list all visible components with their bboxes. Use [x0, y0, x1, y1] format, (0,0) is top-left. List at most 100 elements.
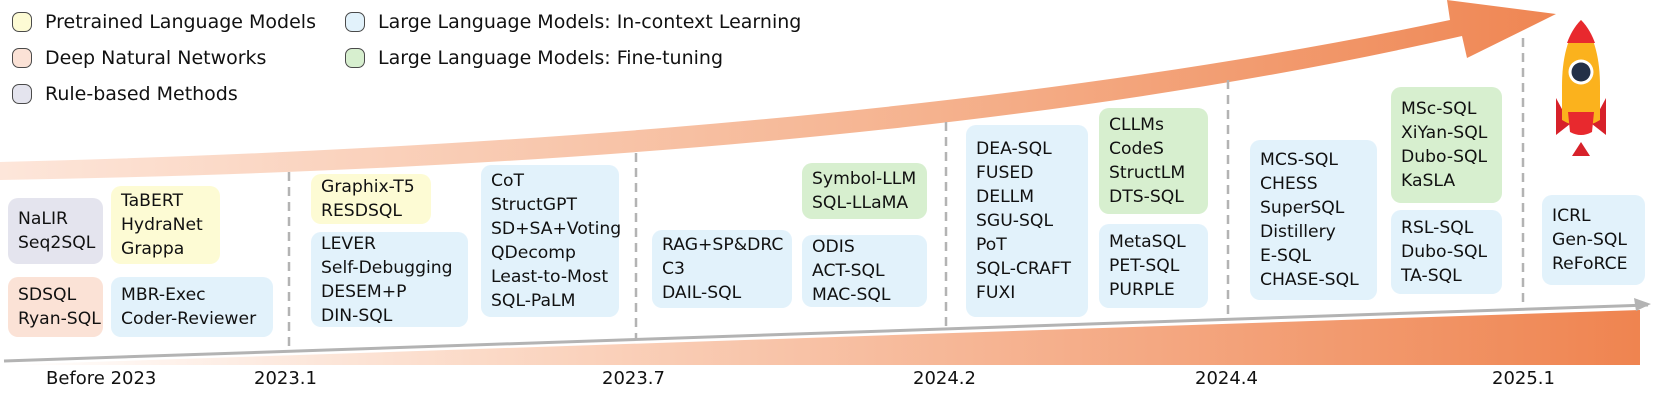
timeline-label: Before 2023	[46, 368, 157, 389]
legend-label: Pretrained Language Models	[45, 11, 316, 33]
method-name: TA-SQL	[1401, 266, 1462, 286]
legend-swatch	[345, 48, 365, 68]
method-name: DTS-SQL	[1109, 187, 1184, 207]
method-name: MetaSQL	[1109, 232, 1186, 252]
method-name: Seq2SQL	[18, 233, 96, 253]
growth-arrow	[0, 0, 1556, 180]
rocket-icon	[1556, 20, 1606, 156]
method-name: RSL-SQL	[1401, 218, 1474, 238]
legend-swatch	[12, 48, 32, 68]
method-group-finetuning-2: CLLMs CodeS StructLM DTS-SQL	[1099, 108, 1208, 214]
method-name: HydraNet	[121, 215, 203, 235]
method-name: ODIS	[812, 237, 855, 257]
method-name: Dubo-SQL	[1401, 147, 1488, 167]
method-group-finetuning-3: MSc-SQL XiYan-SQL Dubo-SQL KaSLA	[1391, 87, 1502, 203]
method-group-icl-1: MBR-Exec Coder-Reviewer	[111, 277, 273, 337]
method-name: QDecomp	[491, 243, 576, 263]
method-name: SQL-LLaMA	[812, 193, 909, 213]
method-name: FUXI	[976, 283, 1016, 303]
method-name: ACT-SQL	[812, 261, 885, 281]
timeline-label: 2025.1	[1492, 368, 1555, 389]
growth-wedge	[0, 310, 1640, 365]
legend-swatch	[345, 12, 365, 32]
method-name: FUSED	[976, 163, 1034, 183]
legend-label: Large Language Models: Fine-tuning	[378, 47, 724, 69]
timeline-label: 2024.2	[913, 368, 976, 389]
timeline-label: 2023.1	[254, 368, 317, 389]
method-name: Dubo-SQL	[1401, 242, 1488, 262]
method-group-pretrained-2: Graphix-T5 RESDSQL	[311, 174, 431, 224]
period-separators	[287, 38, 1525, 352]
method-name: Graphix-T5	[321, 177, 415, 197]
method-name: LEVER	[321, 233, 376, 254]
method-group-icl-7: MetaSQL PET-SQL PURPLE	[1099, 224, 1208, 308]
legend-item-rule-based: Rule-based Methods	[12, 82, 238, 106]
method-name: StructGPT	[491, 195, 577, 215]
method-name: DAIL-SQL	[662, 283, 742, 303]
method-name: SuperSQL	[1260, 198, 1345, 218]
axis-arrowhead	[1634, 298, 1651, 311]
method-name: StructLM	[1109, 163, 1186, 183]
method-name: MCS-SQL	[1260, 150, 1338, 170]
legend-item-llm-icl: Large Language Models: In-context Learni…	[345, 10, 801, 34]
method-name: ICRL	[1552, 206, 1591, 226]
method-group-pretrained-1: TaBERT HydraNet Grappa	[111, 186, 220, 264]
method-name: CHASE-SQL	[1260, 270, 1359, 290]
method-name: RAG+SP&DRC	[662, 235, 784, 255]
method-group-icl-10: ICRL Gen-SQL ReFoRCE	[1542, 195, 1645, 285]
method-name: CoT	[491, 171, 525, 191]
method-name: MSc-SQL	[1401, 99, 1477, 119]
timeline-label: 2024.4	[1195, 368, 1258, 389]
method-name: CLLMs	[1109, 115, 1164, 135]
method-name: Coder-Reviewer	[121, 309, 257, 329]
method-name: E-SQL	[1260, 246, 1312, 266]
legend-label: Rule-based Methods	[45, 83, 238, 105]
method-name: RESDSQL	[321, 201, 402, 221]
method-name: NaLIR	[18, 209, 68, 229]
method-name: Least-to-Most	[491, 267, 609, 287]
legend-swatch	[12, 12, 32, 32]
method-name: DELLM	[976, 187, 1035, 207]
method-name: SQL-PaLM	[491, 291, 576, 311]
method-name: MBR-Exec	[121, 285, 206, 305]
method-name: SQL-CRAFT	[976, 259, 1072, 279]
method-name: DEA-SQL	[976, 139, 1052, 159]
method-name: PoT	[976, 235, 1007, 255]
method-name: Distillery	[1260, 222, 1336, 242]
method-group-icl-8: MCS-SQL CHESS SuperSQL Distillery E-SQL …	[1250, 140, 1377, 300]
method-group-icl-4: RAG+SP&DRC C3 DAIL-SQL	[652, 230, 792, 308]
method-name: Symbol-LLM	[812, 169, 917, 189]
legend-item-deep-networks: Deep Natural Networks	[12, 46, 266, 70]
method-name: Gen-SQL	[1552, 230, 1628, 250]
method-name: ReFoRCE	[1552, 254, 1628, 274]
method-name: CodeS	[1109, 139, 1164, 159]
method-name: Grappa	[121, 239, 185, 259]
method-group-finetuning-1: Symbol-LLM SQL-LLaMA	[802, 163, 927, 219]
method-name: KaSLA	[1401, 171, 1456, 191]
method-group-icl-3: CoT StructGPT SD+SA+Voting QDecomp Least…	[481, 165, 622, 317]
legend-item-pretrained: Pretrained Language Models	[12, 10, 316, 34]
method-name: TaBERT	[121, 191, 184, 211]
method-group-icl-6: DEA-SQL FUSED DELLM SGU-SQL PoT SQL-CRAF…	[966, 125, 1088, 317]
method-group-icl-2: LEVER Self-Debugging DESEM+P DIN-SQL	[311, 232, 468, 327]
legend-label: Large Language Models: In-context Learni…	[378, 11, 802, 33]
timeline-label: 2023.7	[602, 368, 665, 389]
method-name: SD+SA+Voting	[491, 219, 622, 239]
method-group-deep-networks: SDSQL Ryan-SQL	[8, 277, 103, 337]
method-group-icl-9: RSL-SQL Dubo-SQL TA-SQL	[1391, 210, 1502, 294]
method-name: C3	[662, 259, 685, 279]
timeline-axis	[3, 303, 1649, 363]
method-name: SDSQL	[18, 285, 77, 305]
method-name: DESEM+P	[321, 281, 407, 302]
legend-label: Deep Natural Networks	[45, 47, 267, 69]
method-name: CHESS	[1260, 174, 1318, 194]
method-name: Ryan-SQL	[18, 309, 101, 329]
legend-swatch	[12, 84, 32, 104]
method-name: PET-SQL	[1109, 256, 1180, 276]
legend-item-llm-finetuning: Large Language Models: Fine-tuning	[345, 46, 723, 70]
method-group-rule-based: NaLIR Seq2SQL	[8, 198, 103, 264]
method-name: MAC-SQL	[812, 285, 891, 305]
method-name: PURPLE	[1109, 280, 1175, 300]
method-name: Self-Debugging	[321, 257, 453, 278]
